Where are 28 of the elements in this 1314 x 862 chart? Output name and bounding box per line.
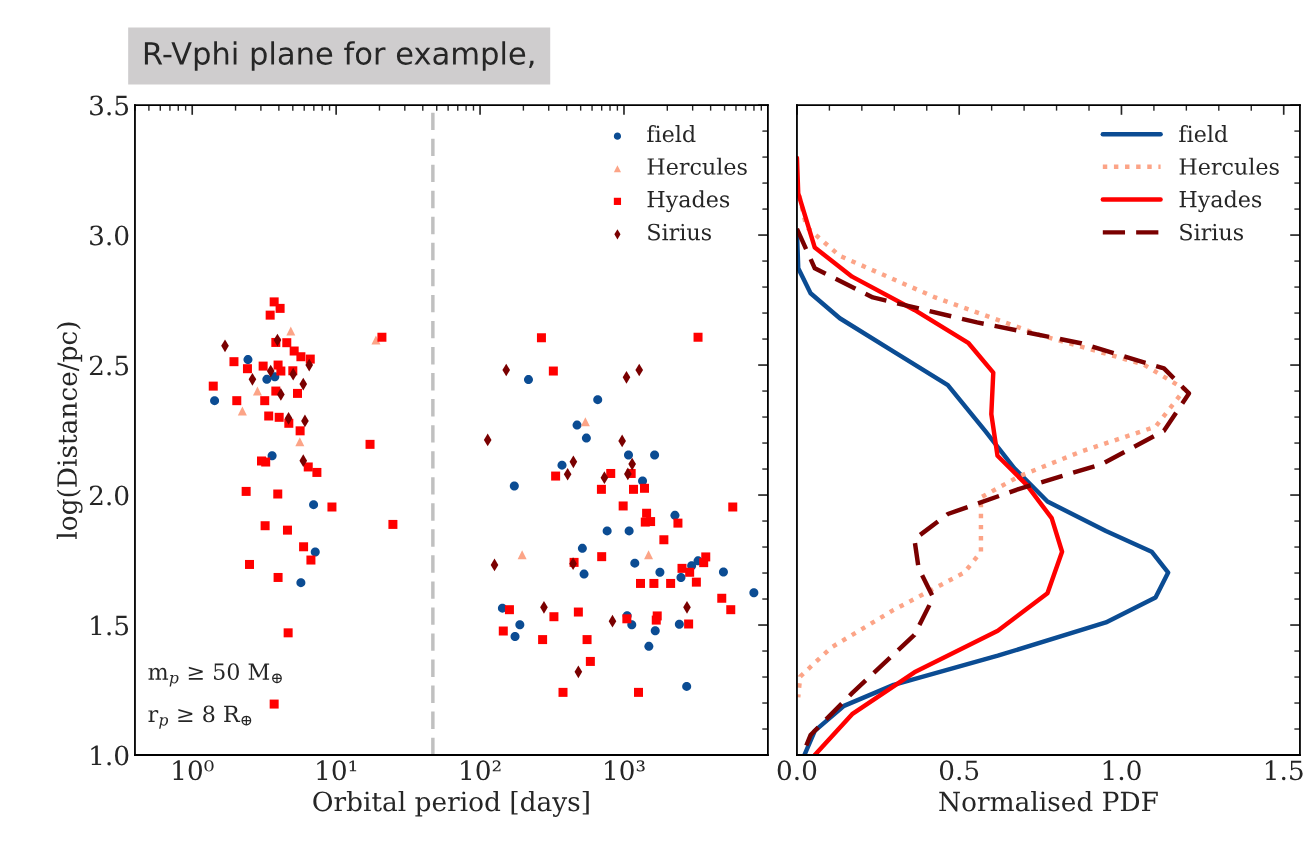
legend-label: Sirius [1180,223,1243,241]
legend-label: Hercules [647,157,747,175]
legend-label: field [647,125,696,143]
y-tick-label: 1.5 [91,615,129,636]
y-axis-title: log(Distance/pc) [56,322,83,539]
y-tick-label: 2.0 [89,485,129,506]
y-tick-label: 1.0 [91,745,129,766]
x-tick-label: 1.0 [1103,760,1141,781]
legend-label: field [1179,125,1228,143]
x-tick-label: 10³ [605,760,645,781]
y-tick-label: 3.0 [90,225,129,246]
chart-title: R-Vphi plane for example, [144,41,534,71]
annotation: m$_{p}$ ≥ 50 M$_{⊕}$ [148,663,282,687]
x-tick-label: 0.0 [777,760,817,781]
x-axis-title: Orbital period [days] [313,790,589,817]
legend-label: Hyades [1179,190,1262,213]
legend-label: Sirius [648,223,711,241]
x-axis-title: Normalised PDF [939,790,1158,812]
legend-label: Hercules [1179,157,1279,175]
annotation: r$_{p}$ ≥ 8 R$_{⊕}$ [148,705,252,729]
x-tick-label: 10⁰ [173,760,214,781]
legend-label: Hyades [647,190,730,213]
x-tick-label: 0.5 [939,760,979,781]
x-tick-label: 10² [461,760,501,781]
y-tick-label: 2.5 [89,355,129,376]
x-tick-label: 10¹ [317,760,357,781]
x-tick-label: 1.5 [1265,760,1303,781]
y-tick-label: 3.5 [90,95,129,116]
